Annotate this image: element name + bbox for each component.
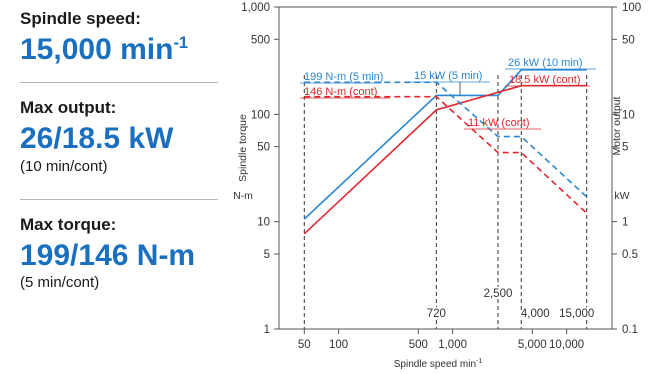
speed-marker-lines: 720 2,500 4,000 15,000: [303, 75, 596, 329]
y2-axis-label: Motor output: [611, 96, 623, 155]
y2-tick-label: 10: [622, 109, 635, 121]
spindle-speed-label: Spindle speed:: [20, 9, 141, 28]
torque-curve: [304, 95, 588, 214]
spec-max-torque: Max torque: 199/146 N-m (5 min/cont): [20, 215, 216, 292]
max-output-value: 26/18.5 kW: [20, 122, 174, 155]
speed-marker-label: 15,000: [559, 308, 594, 320]
y-tick-label: 100: [251, 109, 270, 121]
annotation-label: 18.5 kW (cont): [509, 74, 581, 86]
max-torque-label: Max torque:: [20, 215, 117, 234]
power-curve: [303, 84, 587, 235]
y-tick-label: 1: [264, 324, 270, 336]
annotation-label: 199 N-m (5 min): [304, 71, 383, 83]
x-axis-label: Spindle speed min-1: [394, 358, 483, 370]
speed-marker-label: 2,500: [484, 288, 513, 300]
y2-tick-label: 100: [622, 2, 641, 14]
chart-ticks: 1 5 10 50 100 500 1,000 0.1 0.5 1 5 10 50 100 50 100 500…: [241, 2, 641, 351]
speed-marker-label: 720: [427, 308, 446, 320]
x-tick-label: 1,000: [438, 339, 467, 351]
spec-spindle-speed: Spindle speed: 15,000 min-1: [20, 9, 216, 67]
spindle-speed-exponent: -1: [173, 34, 189, 52]
y2-axis-unit: kW: [614, 190, 629, 202]
max-output-note: (10 min/cont): [20, 158, 108, 175]
max-output-label: Max output:: [20, 98, 117, 117]
y-tick-label: 500: [251, 34, 270, 46]
x-tick-label: 5,000: [518, 339, 547, 351]
y-tick-label: 10: [257, 217, 270, 229]
annotation-label: 146 N-m (cont): [304, 86, 377, 98]
y-tick-label: 5: [264, 249, 270, 261]
x-tick-label: 100: [329, 339, 348, 351]
plot-frame: [278, 6, 613, 330]
chart-axes: [278, 6, 613, 330]
x-tick-label: 10,000: [549, 339, 584, 351]
max-torque-note: (5 min/cont): [20, 274, 100, 291]
y2-tick-label: 5: [622, 142, 628, 154]
spindle-speed-value: 15,000 min-1: [20, 33, 216, 67]
spec-max-output: Max output: 26/18.5 kW (10 min/cont): [20, 98, 216, 176]
x-tick-label: 50: [298, 339, 311, 351]
max-torque-value: 199/146 N-m: [20, 239, 196, 272]
annotation-label: 15 kW (5 min): [414, 70, 482, 82]
y-axis-label: Spindle torque: [237, 114, 249, 182]
annotation-label: 11 kW (cont): [468, 117, 530, 129]
speed-marker-label: 4,000: [521, 308, 550, 320]
torque-curve: [304, 81, 588, 198]
power-curve: [303, 69, 587, 220]
x-tick-label: 500: [409, 339, 428, 351]
y-axis-unit: N-m: [233, 190, 253, 202]
y2-tick-label: 0.5: [622, 249, 638, 261]
annotation-label: 26 kW (10 min): [508, 57, 583, 69]
x-axis-label-exponent: -1: [476, 358, 482, 365]
y-tick-label: 1,000: [241, 2, 270, 14]
spindle-speed-number: 15,000 min: [20, 33, 174, 66]
chart-annotations: 199 N-m (5 min) 146 N-m (cont) 15 kW (5 mi…: [300, 57, 596, 130]
y2-tick-label: 1: [622, 217, 628, 229]
x-axis-label-text: Spindle speed min: [394, 359, 476, 370]
y2-tick-label: 50: [622, 34, 635, 46]
y2-tick-label: 0.1: [622, 324, 638, 336]
y-tick-label: 50: [257, 142, 270, 154]
separator: [20, 199, 218, 200]
separator: [20, 82, 218, 83]
